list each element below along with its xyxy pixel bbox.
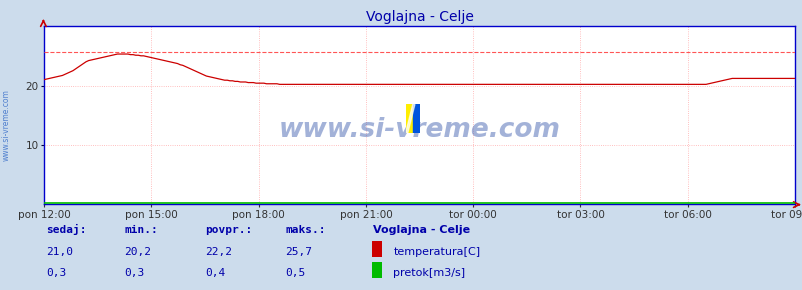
Text: Voglajna - Celje: Voglajna - Celje: [373, 225, 470, 235]
Text: pretok[m3/s]: pretok[m3/s]: [393, 268, 465, 278]
Text: 0,5: 0,5: [285, 268, 305, 278]
Text: temperatura[C]: temperatura[C]: [393, 247, 480, 257]
Text: 21,0: 21,0: [47, 247, 74, 257]
Bar: [412, 104, 419, 133]
Text: min.:: min.:: [124, 225, 158, 235]
Text: www.si-vreme.com: www.si-vreme.com: [278, 117, 560, 143]
Bar: [405, 104, 412, 133]
Polygon shape: [405, 104, 415, 133]
Text: 0,3: 0,3: [47, 268, 67, 278]
Text: povpr.:: povpr.:: [205, 225, 252, 235]
Text: 0,4: 0,4: [205, 268, 225, 278]
Text: 22,2: 22,2: [205, 247, 232, 257]
Text: 20,2: 20,2: [124, 247, 152, 257]
Title: Voglajna - Celje: Voglajna - Celje: [365, 10, 473, 23]
Text: 0,3: 0,3: [124, 268, 144, 278]
Text: maks.:: maks.:: [285, 225, 325, 235]
Text: 25,7: 25,7: [285, 247, 312, 257]
Text: www.si-vreme.com: www.si-vreme.com: [2, 89, 11, 161]
Text: sedaj:: sedaj:: [47, 224, 87, 235]
